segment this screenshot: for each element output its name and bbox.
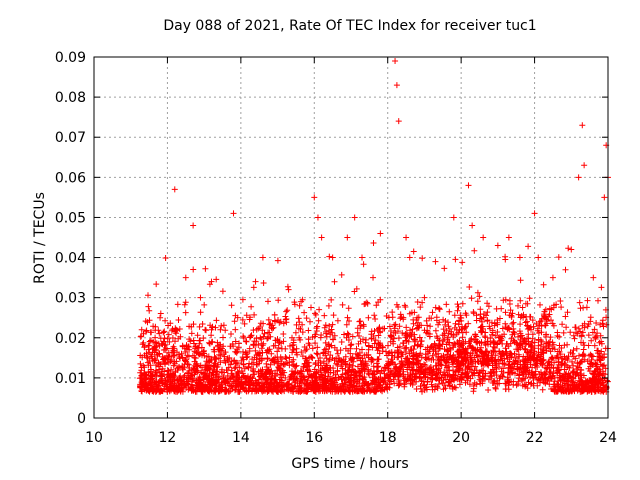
data-point [549, 274, 556, 281]
data-point-cloud [136, 240, 611, 395]
x-tick-label: 12 [159, 430, 177, 446]
data-point [296, 302, 303, 309]
data-point [146, 342, 153, 349]
y-tick-label: 0.06 [55, 170, 86, 186]
data-point [406, 254, 413, 261]
data-point [590, 274, 597, 281]
y-tick-label: 0.02 [55, 331, 86, 347]
data-point [351, 214, 358, 221]
data-point [230, 210, 237, 217]
data-point [171, 186, 178, 193]
data-point [344, 234, 351, 241]
y-tick-label: 0.04 [55, 251, 86, 267]
data-point [505, 234, 512, 241]
y-tick-label: 0.07 [55, 130, 86, 146]
x-tick-label: 10 [85, 430, 103, 446]
data-point [370, 274, 377, 281]
data-point [579, 122, 586, 129]
x-tick-label: 22 [526, 430, 544, 446]
y-axis-label: ROTI / TECUs [32, 192, 48, 284]
data-point [259, 254, 266, 261]
y-tick-label: 0.05 [55, 210, 86, 226]
outlier-points [138, 58, 611, 349]
y-tick-label: 0.08 [55, 90, 86, 106]
plot-frame [93, 56, 609, 419]
x-tick-label: 20 [452, 430, 470, 446]
data-point [535, 254, 542, 261]
axis-ticks: 10 12 14 16 18 20 22 24 0 0.01 0.02 0.03 0.04 0.05 0.0… [55, 50, 617, 446]
x-tick-label: 18 [379, 430, 397, 446]
data-point [252, 278, 259, 285]
data-point [480, 234, 487, 241]
data-point [392, 58, 399, 65]
data-point [329, 254, 336, 261]
data-point [465, 182, 472, 189]
data-point [494, 242, 501, 249]
data-point [403, 234, 410, 241]
data-point [314, 214, 321, 221]
data-point [318, 234, 325, 241]
data-point [395, 118, 402, 125]
data-point [393, 82, 400, 89]
data-point [531, 210, 538, 217]
y-tick-label: 0.03 [55, 291, 86, 307]
data-point [138, 326, 145, 333]
data-point-mass [136, 240, 611, 395]
data-point [359, 254, 366, 261]
x-tick-label: 14 [232, 430, 250, 446]
x-tick-label: 16 [305, 430, 323, 446]
data-point [432, 258, 439, 265]
data-point [421, 294, 428, 301]
chart-title: Day 088 of 2021, Rate Of TEC Index for r… [163, 18, 537, 34]
x-tick-label: 24 [599, 430, 617, 446]
x-axis-label: GPS time / hours [291, 456, 409, 472]
data-point [601, 194, 608, 201]
data-point [450, 214, 457, 221]
data-point [190, 222, 197, 229]
data-point [208, 278, 215, 285]
data-point [285, 286, 292, 293]
y-tick-label: 0.09 [55, 50, 86, 66]
data-point [469, 222, 476, 229]
data-point [157, 314, 164, 321]
y-tick-label: 0 [77, 411, 86, 427]
data-point [377, 230, 384, 237]
data-point [575, 174, 582, 181]
data-point [581, 162, 588, 169]
data-point [516, 254, 523, 261]
data-point [182, 274, 189, 281]
data-point [311, 194, 318, 201]
data-point [568, 246, 575, 253]
data-point [197, 294, 204, 301]
y-tick-label: 0.01 [55, 371, 86, 387]
